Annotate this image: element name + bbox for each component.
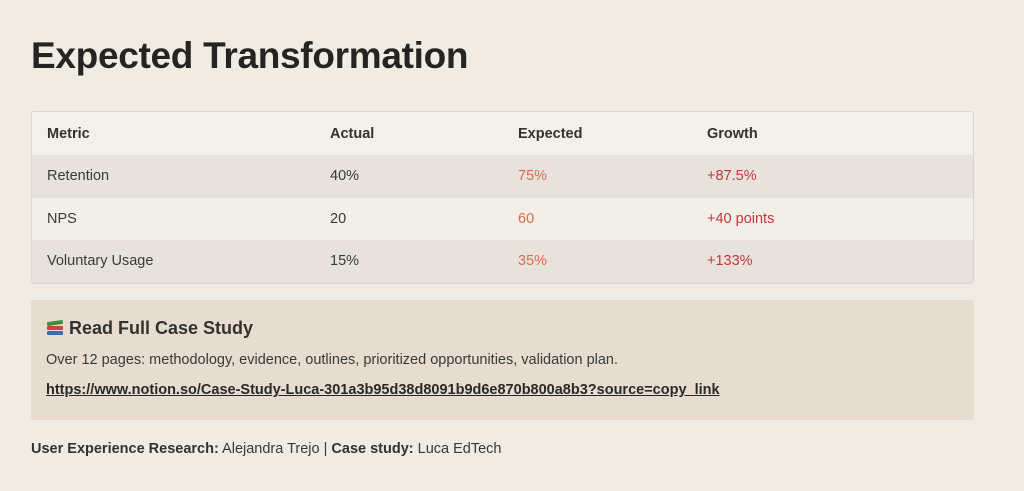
metric-cell: Voluntary Usage [47, 253, 154, 270]
expected-cell: 60 [518, 210, 535, 227]
metric-cell: Retention [47, 168, 110, 185]
actual-cell: 40% [330, 168, 360, 185]
callout-title: Read Full Case Study [46, 317, 959, 339]
metrics-table: Metric Actual Expected Growth Retention … [31, 111, 974, 284]
table-row: NPS 20 60 +40 points [32, 197, 973, 240]
actual-cell: 20 [330, 210, 347, 227]
header-actual: Actual [330, 125, 375, 142]
case-study-callout: Read Full Case Study Over 12 pages: meth… [31, 300, 974, 420]
callout-title-text: Read Full Case Study [69, 317, 254, 338]
case-value: Luca EdTech [417, 441, 502, 457]
metric-cell: NPS [47, 210, 77, 227]
header-expected: Expected [518, 125, 583, 142]
growth-cell: +40 points [707, 210, 775, 227]
actual-cell: 15% [330, 253, 360, 270]
expected-cell: 35% [518, 253, 548, 270]
page-title: Expected Transformation [31, 35, 469, 76]
table-row: Retention 40% 75% +87.5% [32, 155, 973, 198]
books-icon [46, 319, 64, 337]
header-metric: Metric [47, 125, 90, 142]
growth-cell: +87.5% [707, 168, 757, 185]
table-row: Voluntary Usage 15% 35% +133% [32, 240, 973, 283]
table-header-row: Metric Actual Expected Growth [32, 112, 973, 155]
case-label: Case study: [331, 441, 414, 457]
callout-description: Over 12 pages: methodology, evidence, ou… [46, 352, 619, 368]
research-label: User Experience Research: [31, 441, 219, 457]
header-growth: Growth [707, 125, 758, 142]
footer-separator: | [323, 441, 328, 457]
expected-cell: 75% [518, 168, 548, 185]
growth-cell: +133% [707, 253, 753, 270]
case-study-link[interactable]: https://www.notion.so/Case-Study-Luca-30… [46, 382, 720, 398]
footer-credits: User Experience Research: Alejandra Trej… [31, 441, 502, 457]
research-value: Alejandra Trejo [222, 441, 320, 457]
